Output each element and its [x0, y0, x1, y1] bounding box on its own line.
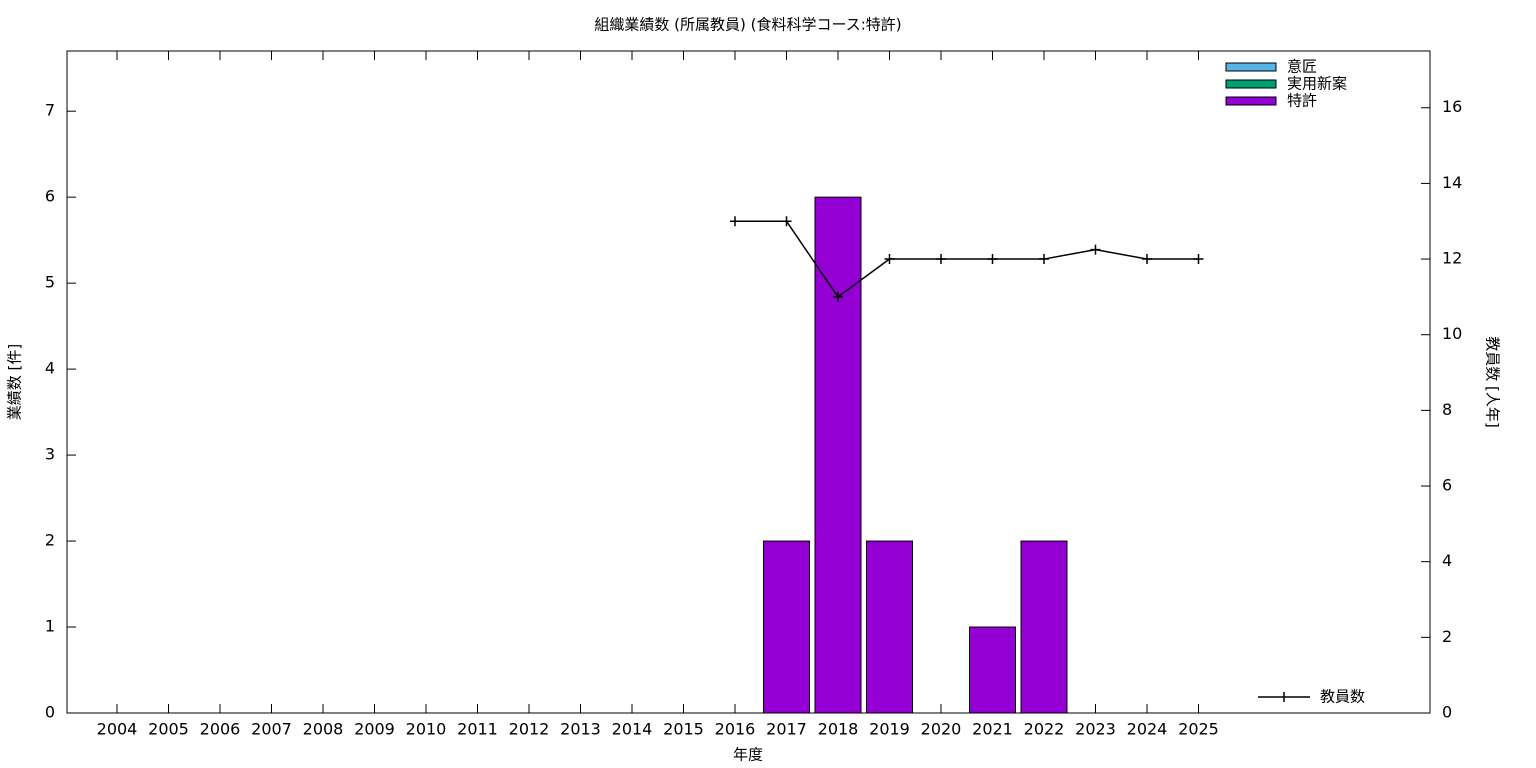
- point: [884, 254, 895, 265]
- line: [735, 220, 1199, 298]
- x-tick-label: 2012: [509, 720, 550, 739]
- y-axis-label: 業績数 [件]: [6, 344, 24, 420]
- y2-tick-label: 6: [1442, 476, 1452, 495]
- legend-swatch: [1225, 79, 1277, 89]
- x-tick-label: 2016: [715, 720, 756, 739]
- y2-axis-label: 教員数 [人年]: [1484, 336, 1502, 427]
- point: [1142, 254, 1152, 265]
- x-tick-label: 2024: [1127, 720, 1168, 739]
- y2-tick-label: 14: [1442, 173, 1462, 192]
- point: [1039, 254, 1049, 265]
- y-tick-label: 7: [45, 101, 55, 120]
- point: [781, 216, 792, 227]
- x-tick-label: 2025: [1178, 720, 1219, 739]
- plot-border: [66, 50, 1431, 714]
- y2-tick-label: 0: [1442, 703, 1452, 722]
- x-tick-label: 2007: [251, 720, 292, 739]
- legend-label: 教員数: [1320, 688, 1365, 706]
- legend-label: 意匠: [1287, 58, 1317, 76]
- point: [936, 254, 946, 265]
- chart-title: 組織業績数 (所属教員) (食料科学コース:特許): [594, 16, 901, 34]
- y-tick-label: 2: [45, 531, 55, 550]
- point: [833, 291, 843, 302]
- x-axis-label: 年度: [733, 746, 763, 764]
- x-tick-label: 2010: [406, 720, 447, 739]
- x-tick-label: 2021: [972, 720, 1013, 739]
- bar: [866, 540, 913, 714]
- legend-swatch: [1225, 62, 1277, 72]
- legend-label: 特許: [1287, 92, 1317, 110]
- point: [1193, 254, 1204, 265]
- x-tick-label: 2006: [200, 720, 241, 739]
- y2-tick-label: 10: [1442, 324, 1462, 343]
- y-tick-label: 5: [45, 273, 55, 292]
- y-tick-label: 3: [45, 445, 55, 464]
- y2-tick-label: 12: [1442, 249, 1462, 268]
- bar: [1020, 540, 1068, 714]
- y2-tick-label: 8: [1442, 400, 1452, 419]
- x-tick-label: 2013: [560, 720, 601, 739]
- bar: [763, 540, 810, 714]
- x-tick-label: 2015: [663, 720, 704, 739]
- x-tick-label: 2018: [818, 720, 859, 739]
- x-tick-label: 2022: [1024, 720, 1065, 739]
- y2-tick-label: 4: [1442, 551, 1452, 570]
- x-tick-label: 2017: [766, 720, 807, 739]
- point: [987, 254, 998, 265]
- x-tick-label: 2005: [148, 720, 189, 739]
- bar: [814, 196, 862, 714]
- x-tick-label: 2011: [457, 720, 498, 739]
- point: [1090, 244, 1101, 255]
- x-tick-label: 2019: [869, 720, 910, 739]
- y2-tick-label: 2: [1442, 627, 1452, 646]
- y-tick-label: 6: [45, 187, 55, 206]
- point: [730, 216, 740, 227]
- y-tick-label: 1: [45, 617, 55, 636]
- x-tick-label: 2020: [921, 720, 962, 739]
- x-tick-label: 2014: [612, 720, 653, 739]
- bar: [969, 626, 1016, 714]
- y-tick-label: 4: [45, 359, 55, 378]
- y-tick-label: 0: [45, 703, 55, 722]
- x-tick-label: 2004: [97, 720, 138, 739]
- x-tick-label: 2009: [354, 720, 395, 739]
- y2-tick-label: 16: [1442, 97, 1462, 116]
- x-tick-label: 2023: [1075, 720, 1116, 739]
- legend-label: 実用新案: [1287, 75, 1347, 93]
- legend-swatch: [1225, 96, 1277, 106]
- x-tick-label: 2008: [303, 720, 344, 739]
